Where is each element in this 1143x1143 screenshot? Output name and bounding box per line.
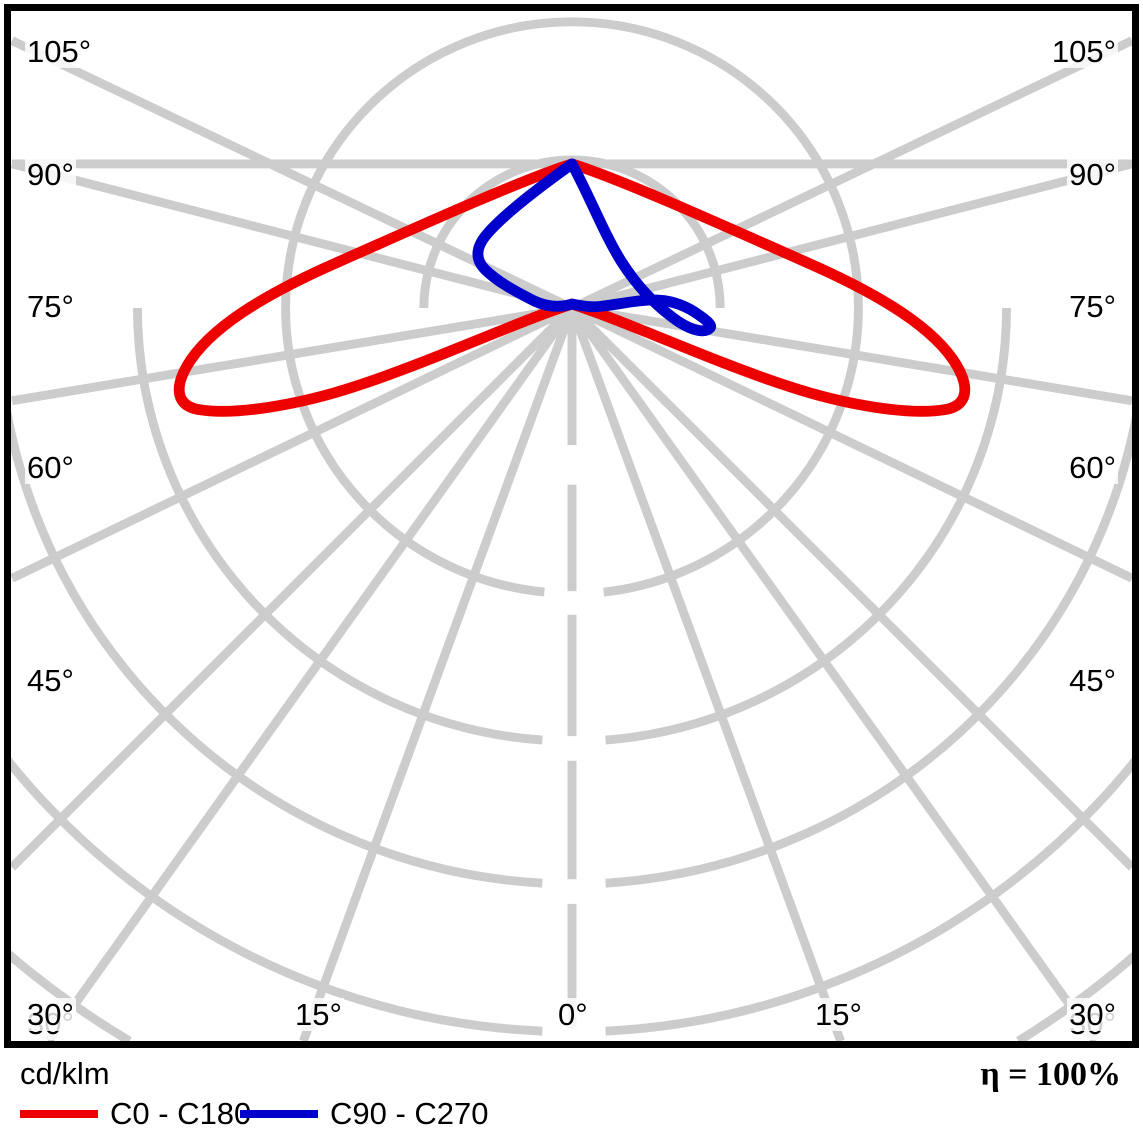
chart-legend: cd/klm η = 100% C0 - C180 C90 - C270 xyxy=(0,1050,1143,1143)
angle-label-left-60: 60° xyxy=(25,450,76,485)
grid-rings xyxy=(11,17,1132,1041)
angle-label-right-105: 105° xyxy=(1049,34,1118,69)
angle-label-right-75: 75° xyxy=(1067,289,1118,324)
legend-item-c90-c270[interactable]: C90 - C270 xyxy=(240,1095,489,1133)
legend-item-c0-c180[interactable]: C0 - C180 xyxy=(20,1095,251,1133)
angle-label-right-45: 45° xyxy=(1067,663,1118,698)
legend-label-c90-c270: C90 - C270 xyxy=(330,1096,489,1131)
series-curve-c90-c270 xyxy=(472,158,716,337)
efficiency-label: η = 100% xyxy=(980,1056,1121,1093)
angle-label-bottom-30-right: 30° xyxy=(1067,997,1118,1032)
angle-label-bottom-15-right: 15° xyxy=(813,997,864,1032)
angle-label-right-90: 90° xyxy=(1067,157,1118,192)
angle-label-left-45: 45° xyxy=(25,663,76,698)
grid-rays xyxy=(11,36,1132,1041)
polar-grid xyxy=(11,17,1132,1041)
angle-label-left-105: 105° xyxy=(25,34,94,69)
line-swatch-red-icon xyxy=(20,1110,98,1118)
angle-label-left-90: 90° xyxy=(25,157,76,192)
line-swatch-blue-icon xyxy=(240,1110,318,1118)
angle-label-bottom-30-left: 30° xyxy=(25,997,76,1032)
radial-unit-label: cd/klm xyxy=(20,1056,110,1091)
angle-label-bottom-0: 0° xyxy=(556,997,590,1032)
angle-label-bottom-15-left: 15° xyxy=(293,997,344,1032)
legend-label-c0-c180: C0 - C180 xyxy=(110,1096,252,1131)
angle-label-left-75: 75° xyxy=(25,289,76,324)
chart-frame: 105° 90° 75° 60° 45° 30° 105° 90° 75° 60… xyxy=(4,4,1139,1048)
polar-plot-canvas xyxy=(11,17,1132,1041)
angle-label-right-60: 60° xyxy=(1067,450,1118,485)
